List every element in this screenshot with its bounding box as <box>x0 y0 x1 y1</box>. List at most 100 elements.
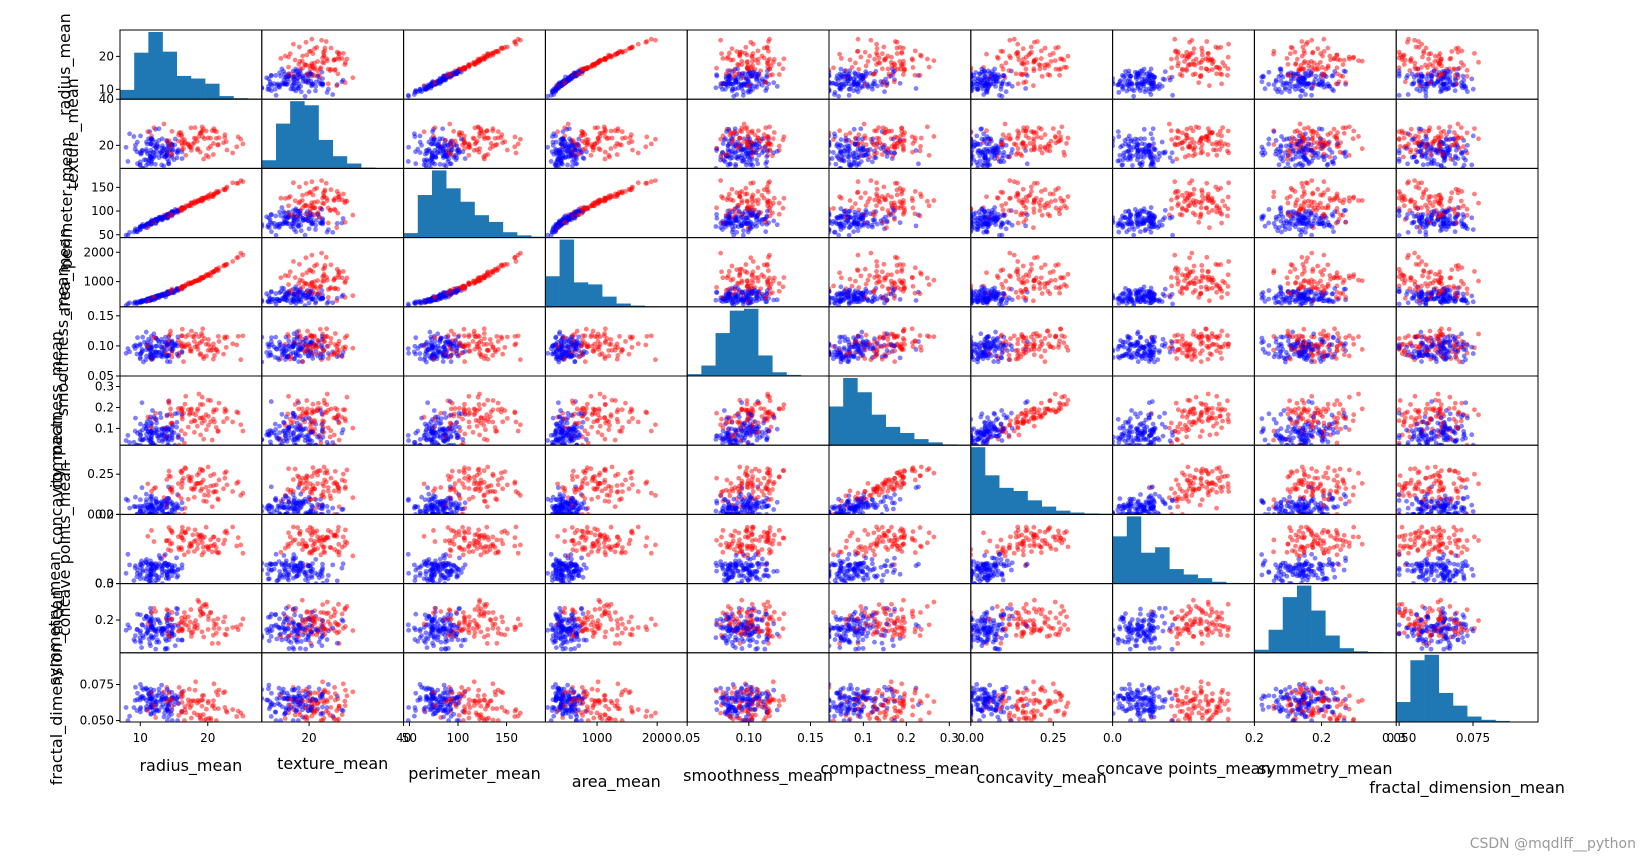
malignant-point <box>1428 152 1433 157</box>
benign-point <box>1282 137 1287 142</box>
malignant-point <box>751 180 756 185</box>
benign-point <box>144 147 149 152</box>
malignant-point <box>169 212 174 217</box>
malignant-point <box>606 153 611 158</box>
malignant-point <box>582 67 587 72</box>
malignant-point <box>886 67 891 72</box>
benign-point <box>743 148 748 153</box>
malignant-point <box>777 62 782 67</box>
malignant-point <box>901 144 906 149</box>
benign-point <box>875 222 880 227</box>
malignant-point <box>1066 54 1071 59</box>
malignant-point <box>739 189 744 194</box>
y-tick-label: 40 <box>99 92 114 106</box>
malignant-point <box>766 135 771 140</box>
malignant-point <box>1174 56 1179 61</box>
benign-point <box>1127 82 1132 87</box>
benign-point <box>765 149 770 154</box>
malignant-point <box>305 72 310 77</box>
malignant-point <box>777 212 782 217</box>
malignant-point <box>1476 60 1481 65</box>
malignant-point <box>918 73 923 78</box>
malignant-point <box>1289 45 1294 50</box>
malignant-point <box>875 194 880 199</box>
malignant-point <box>876 60 881 65</box>
malignant-point <box>1012 142 1017 147</box>
benign-point <box>422 84 427 89</box>
benign-point <box>568 139 573 144</box>
malignant-point <box>475 147 480 152</box>
benign-point <box>714 212 719 217</box>
subplot-1-2 <box>404 99 546 171</box>
benign-point <box>435 80 440 85</box>
subplot-content <box>259 178 355 238</box>
malignant-point <box>1186 144 1191 149</box>
subplot-frame <box>262 168 404 237</box>
malignant-point <box>333 67 338 72</box>
malignant-point <box>1207 83 1212 88</box>
benign-point <box>419 143 424 148</box>
malignant-point <box>1196 125 1201 130</box>
malignant-point <box>516 142 521 147</box>
malignant-point <box>1014 152 1019 157</box>
subplot-content <box>968 122 1070 171</box>
benign-point <box>1002 212 1007 217</box>
benign-point <box>914 86 919 91</box>
malignant-point <box>1427 125 1432 130</box>
malignant-point <box>433 125 438 130</box>
benign-point <box>292 219 297 224</box>
malignant-point <box>1472 51 1477 56</box>
benign-point <box>1294 155 1299 160</box>
malignant-point <box>334 83 339 88</box>
malignant-point <box>1342 58 1347 63</box>
benign-point <box>1116 129 1121 134</box>
benign-point <box>975 162 980 167</box>
malignant-point <box>902 137 907 142</box>
subplot-content <box>827 178 937 238</box>
benign-point <box>856 147 861 152</box>
benign-point <box>986 222 991 227</box>
malignant-point <box>1169 57 1174 62</box>
subplot-0-9 <box>1396 30 1538 99</box>
y-tick-label: 20 <box>99 138 114 152</box>
y-tick-label: 100 <box>91 204 114 218</box>
benign-point <box>1419 71 1424 76</box>
malignant-point <box>1053 67 1058 72</box>
benign-point <box>1267 70 1272 75</box>
malignant-point <box>1049 199 1054 204</box>
benign-point <box>1170 159 1175 164</box>
malignant-point <box>875 53 880 58</box>
malignant-point <box>208 136 213 141</box>
malignant-point <box>927 65 932 70</box>
malignant-point <box>1416 140 1421 145</box>
malignant-point <box>765 198 770 203</box>
subplot-2-2 <box>404 168 546 237</box>
malignant-point <box>895 51 900 56</box>
benign-point <box>987 76 992 81</box>
malignant-point <box>1017 57 1022 62</box>
malignant-point <box>1188 125 1193 130</box>
benign-point <box>1157 151 1162 156</box>
benign-point <box>860 146 865 151</box>
malignant-point <box>341 51 346 56</box>
malignant-point <box>490 51 495 56</box>
benign-point <box>1140 163 1145 168</box>
malignant-point <box>1204 135 1209 140</box>
malignant-point <box>179 134 184 139</box>
malignant-point <box>918 148 923 153</box>
benign-point <box>749 150 754 155</box>
benign-point <box>977 148 982 153</box>
benign-point <box>977 216 982 221</box>
malignant-point <box>1012 179 1017 184</box>
malignant-point <box>600 198 605 203</box>
malignant-point <box>289 212 294 217</box>
malignant-point <box>1439 130 1444 135</box>
malignant-point <box>918 192 923 197</box>
benign-point <box>733 162 738 167</box>
benign-point <box>1453 161 1458 166</box>
benign-point <box>572 212 577 217</box>
benign-point <box>862 153 867 158</box>
subplot-1-4 <box>687 99 829 171</box>
benign-point <box>314 218 319 223</box>
